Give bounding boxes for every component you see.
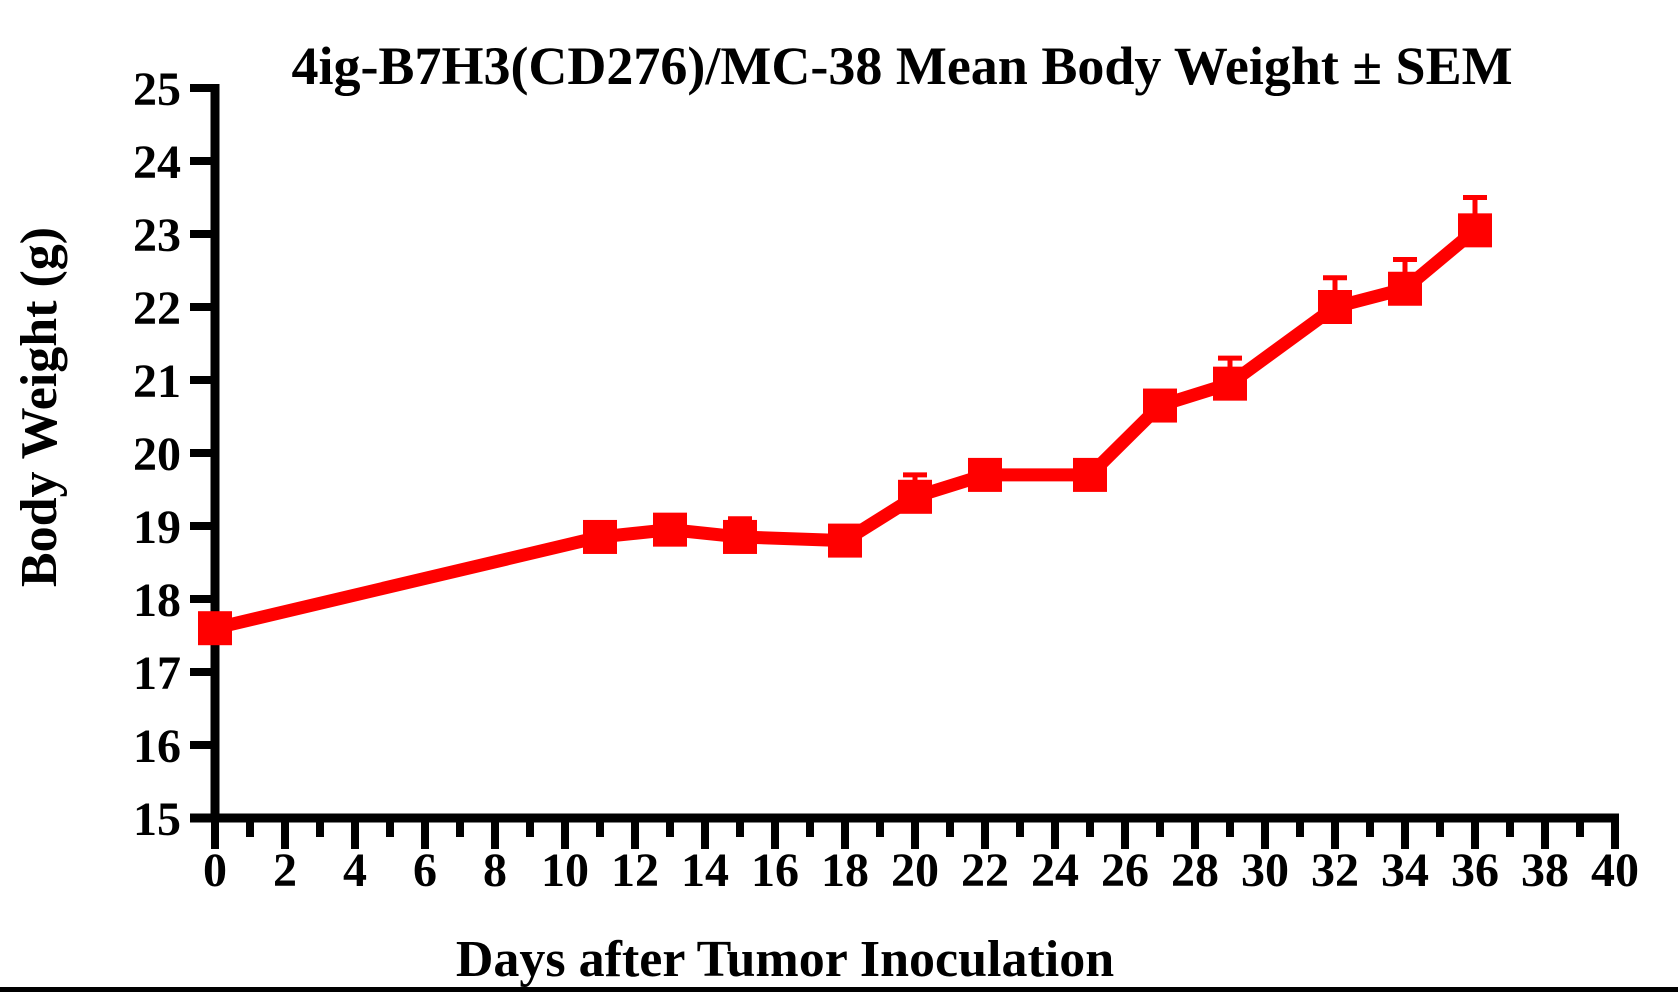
data-point-marker xyxy=(1458,213,1492,248)
chart-title: 4ig-B7H3(CD276)/MC-38 Mean Body Weight ±… xyxy=(291,36,1512,96)
x-tick-label: 0 xyxy=(203,844,227,897)
x-tick-label: 16 xyxy=(751,844,799,897)
x-tick-label: 40 xyxy=(1591,844,1639,897)
x-tick-label: 2 xyxy=(273,844,297,897)
x-tick-label: 34 xyxy=(1381,844,1429,897)
data-point-marker xyxy=(828,523,862,558)
data-point-marker xyxy=(1318,290,1352,324)
x-tick-label: 4 xyxy=(343,844,367,897)
data-point-marker xyxy=(198,611,232,646)
bottom-border-rule xyxy=(0,987,1678,992)
x-tick-label: 38 xyxy=(1521,844,1569,897)
y-tick-label: 21 xyxy=(133,355,181,408)
x-tick-label: 22 xyxy=(961,844,1009,897)
x-tick-label: 18 xyxy=(821,844,869,897)
x-tick-label: 14 xyxy=(681,844,729,897)
data-series xyxy=(198,195,1492,646)
x-tick-label: 24 xyxy=(1031,844,1079,897)
data-point-marker xyxy=(1213,366,1247,401)
x-tick-label: 32 xyxy=(1311,844,1359,897)
x-tick-label: 8 xyxy=(483,844,507,897)
data-point-marker xyxy=(653,512,687,547)
data-point-marker xyxy=(968,457,1002,492)
y-tick-label: 23 xyxy=(133,209,181,262)
x-tick-label: 30 xyxy=(1241,844,1289,897)
x-tick-label: 6 xyxy=(413,844,437,897)
x-axis-label: Days after Tumor Inoculation xyxy=(456,931,1114,988)
y-tick-label: 24 xyxy=(133,136,181,189)
x-tick-label: 10 xyxy=(541,844,589,897)
y-tick-label: 22 xyxy=(133,282,181,335)
data-point-marker xyxy=(1388,271,1422,306)
y-tick-label: 19 xyxy=(133,501,181,554)
y-tick-label: 25 xyxy=(133,63,181,116)
y-axis-label: Body Weight (g) xyxy=(11,227,68,587)
y-tick-label: 15 xyxy=(133,793,181,846)
y-tick-label: 20 xyxy=(133,428,181,481)
x-tick-label: 20 xyxy=(891,844,939,897)
x-tick-label: 36 xyxy=(1451,844,1499,897)
data-point-marker xyxy=(1143,388,1177,423)
y-tick-label: 17 xyxy=(133,647,181,700)
x-tick-label: 26 xyxy=(1101,844,1149,897)
data-point-marker xyxy=(723,519,757,554)
y-tick-label: 18 xyxy=(133,574,181,627)
x-tick-label: 12 xyxy=(611,844,659,897)
data-point-marker xyxy=(898,479,932,514)
data-point-marker xyxy=(583,519,617,554)
series-line xyxy=(213,225,1480,635)
x-tick-label: 28 xyxy=(1171,844,1219,897)
data-point-marker xyxy=(1073,457,1107,492)
y-tick-label: 16 xyxy=(133,720,181,773)
